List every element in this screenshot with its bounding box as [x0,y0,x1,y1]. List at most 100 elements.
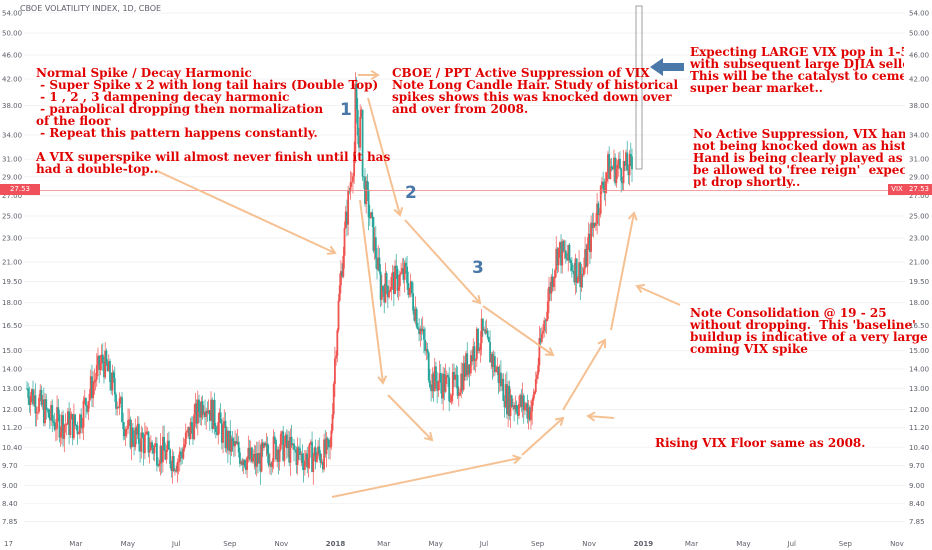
candle-body [585,249,588,267]
candle-body [628,154,631,176]
candle-body [527,407,530,419]
candle-body [418,329,421,335]
candle-body [198,399,200,413]
candle-body [297,447,300,449]
candle-body [34,395,37,414]
candle-body [314,447,317,463]
annotation-arrow-line [404,219,481,304]
candle-body [258,452,261,464]
candle-body [195,403,198,424]
candle-body [184,432,187,445]
candle-body [475,328,478,360]
candle-body [134,427,137,447]
candle-body [622,161,625,184]
annotation-arrow-line [359,199,384,384]
candle-body [186,431,188,433]
wave-label-3: 3 [472,258,484,278]
candle-body [265,443,268,446]
candle-body [127,420,129,429]
candle-body [575,258,578,283]
candle-body [580,274,583,288]
candle-body [486,330,489,338]
candle-body [329,446,332,448]
candle-body [385,273,388,287]
candle-body [562,241,565,251]
y-tick-label-left: 38.00 [2,102,22,110]
candle-body [378,257,381,272]
candle-body [415,308,418,328]
candle-body [392,272,395,294]
candle-body [543,320,546,331]
candle-body [27,388,30,399]
x-tick-label: Nov [890,540,904,548]
candle-body [210,399,212,421]
candle-body [455,374,458,376]
candle-body [105,350,108,364]
candle-body [205,410,208,417]
candle-body [85,398,87,407]
candle-body [86,406,89,412]
candle-body [587,233,590,245]
candle-body [218,412,221,423]
candle-body [356,109,359,136]
candle-body [365,180,368,204]
candle-body [605,172,608,182]
candle-body [94,379,97,382]
candle-body [40,389,43,405]
candle-body [586,244,589,267]
annotation-arrow-head [597,338,607,349]
candle-body [519,394,522,404]
candle-body [29,395,32,406]
candle-body [409,281,412,288]
candle-body [216,432,218,436]
candle-body [272,436,275,463]
candle-body [332,384,335,415]
candle-body [493,356,496,372]
candle-body [279,433,282,450]
candle-body [570,262,573,271]
candle-body [194,403,197,415]
candle-body [122,422,125,430]
candle-body [217,422,220,436]
x-axis: 17 Mar May Jul Sep Nov 2018 Mar May Jul Sep Nov 2019… [4,540,904,548]
candle-body [57,407,60,415]
y-tick-label-left: 8.40 [2,500,18,508]
candle-body [512,405,514,407]
candle-body [82,400,85,428]
candle-body [354,83,357,153]
candle-body [379,271,382,300]
candle-body [288,440,291,463]
candle-body [331,414,334,431]
candle-body [176,462,179,472]
y-tick-label-left: 25.00 [2,212,22,220]
candle-body [449,401,452,402]
candle-body [581,274,584,275]
candle-body [251,447,253,462]
x-tick-label: Mar [377,540,390,548]
candle-body [430,387,433,392]
candle-body [323,439,325,470]
candle-body [166,440,169,450]
candle-body [180,451,182,455]
candle-body [396,268,399,291]
candle-body [302,463,305,470]
candle-body [130,427,133,448]
note-rising-floor: Rising VIX Floor same as 2008. [655,436,866,450]
candle-body [52,420,55,423]
candle-body [469,355,472,374]
candle-body [283,444,286,461]
candle-body [281,431,283,434]
y-tick-label-left: 15.00 [2,347,22,355]
candle-body [360,109,363,117]
candle-body [135,427,138,435]
candle-body [568,244,571,261]
candle-body [158,463,161,466]
candle-body [305,453,307,461]
annotation-arrow-line [636,285,681,306]
candle-body [410,281,413,294]
candle-body [432,373,435,392]
candle-body [199,412,202,418]
candle-body [77,433,80,435]
candle-body [201,401,204,415]
